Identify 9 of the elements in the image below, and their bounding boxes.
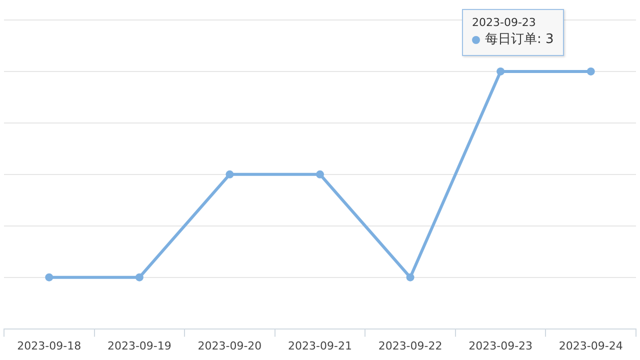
- x-tick-label: 2023-09-20: [198, 339, 262, 352]
- x-tick-label: 2023-09-19: [107, 339, 172, 352]
- text: 2023-09-23: [472, 16, 536, 29]
- text: 每日订单: 3: [485, 31, 554, 49]
- x-tick-label: 2023-09-18: [17, 339, 82, 352]
- x-tick-label: 2023-09-23: [468, 339, 533, 352]
- x-tick-label: 2023-09-22: [378, 339, 442, 352]
- x-tick-label: 2023-09-21: [288, 339, 352, 352]
- x-tick-label: 2023-09-24: [558, 339, 623, 352]
